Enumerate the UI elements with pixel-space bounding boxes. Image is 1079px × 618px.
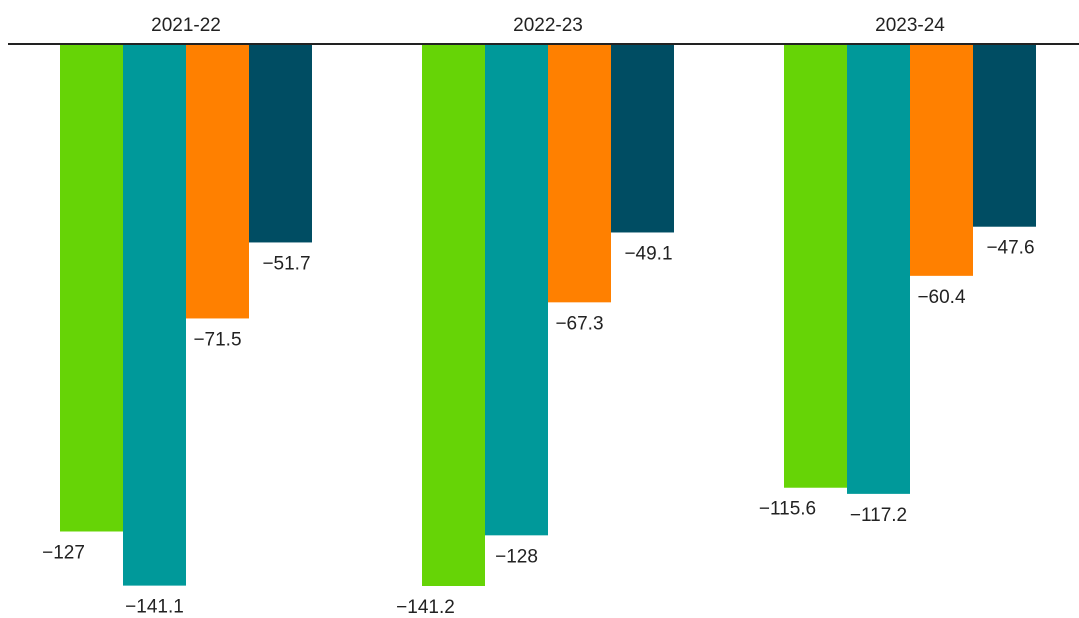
bar-2021-22-series-3 [186, 44, 249, 319]
category-labels: 2021-22 2022-23 2023-24 [151, 15, 945, 36]
category-label-2022-23: 2022-23 [513, 15, 583, 36]
category-label-2021-22: 2021-22 [151, 15, 221, 36]
bar-2021-22-series-2 [123, 44, 186, 586]
value-label-2021-22-series-3: −71.5 [193, 329, 241, 350]
bar-2022-23-series-3 [548, 44, 611, 303]
value-label-2021-22-series-4: −51.7 [262, 253, 310, 274]
value-label-2023-24-series-1: −115.6 [759, 499, 816, 520]
value-label-2022-23-series-1: −141.2 [396, 597, 455, 618]
value-label-2022-23-series-3: −67.3 [555, 313, 603, 334]
bar-2023-24-series-4 [973, 44, 1036, 227]
bar-2022-23-series-1 [422, 44, 485, 586]
bars-group [60, 44, 1036, 586]
value-label-2021-22-series-1: −127 [42, 542, 85, 563]
value-label-2023-24-series-2: −117.2 [850, 505, 907, 526]
value-labels: −127 −141.1 −71.5 −51.7 −141.2 −128 −67.3 −49.1… [42, 238, 1034, 618]
value-label-2023-24-series-3: −60.4 [917, 287, 966, 308]
bar-2023-24-series-1 [784, 44, 847, 488]
bar-2021-22-series-4 [249, 44, 312, 243]
bar-2023-24-series-3 [910, 44, 973, 276]
bar-2022-23-series-2 [485, 44, 548, 536]
value-label-2021-22-series-2: −141.1 [125, 597, 184, 618]
category-label-2023-24: 2023-24 [875, 15, 945, 36]
bar-2022-23-series-4 [611, 44, 674, 233]
bar-2021-22-series-1 [60, 44, 123, 532]
bar-2023-24-series-2 [847, 44, 910, 494]
value-label-2023-24-series-4: −47.6 [986, 238, 1034, 259]
value-label-2022-23-series-4: −49.1 [624, 243, 672, 264]
value-label-2022-23-series-2: −128 [495, 546, 538, 567]
